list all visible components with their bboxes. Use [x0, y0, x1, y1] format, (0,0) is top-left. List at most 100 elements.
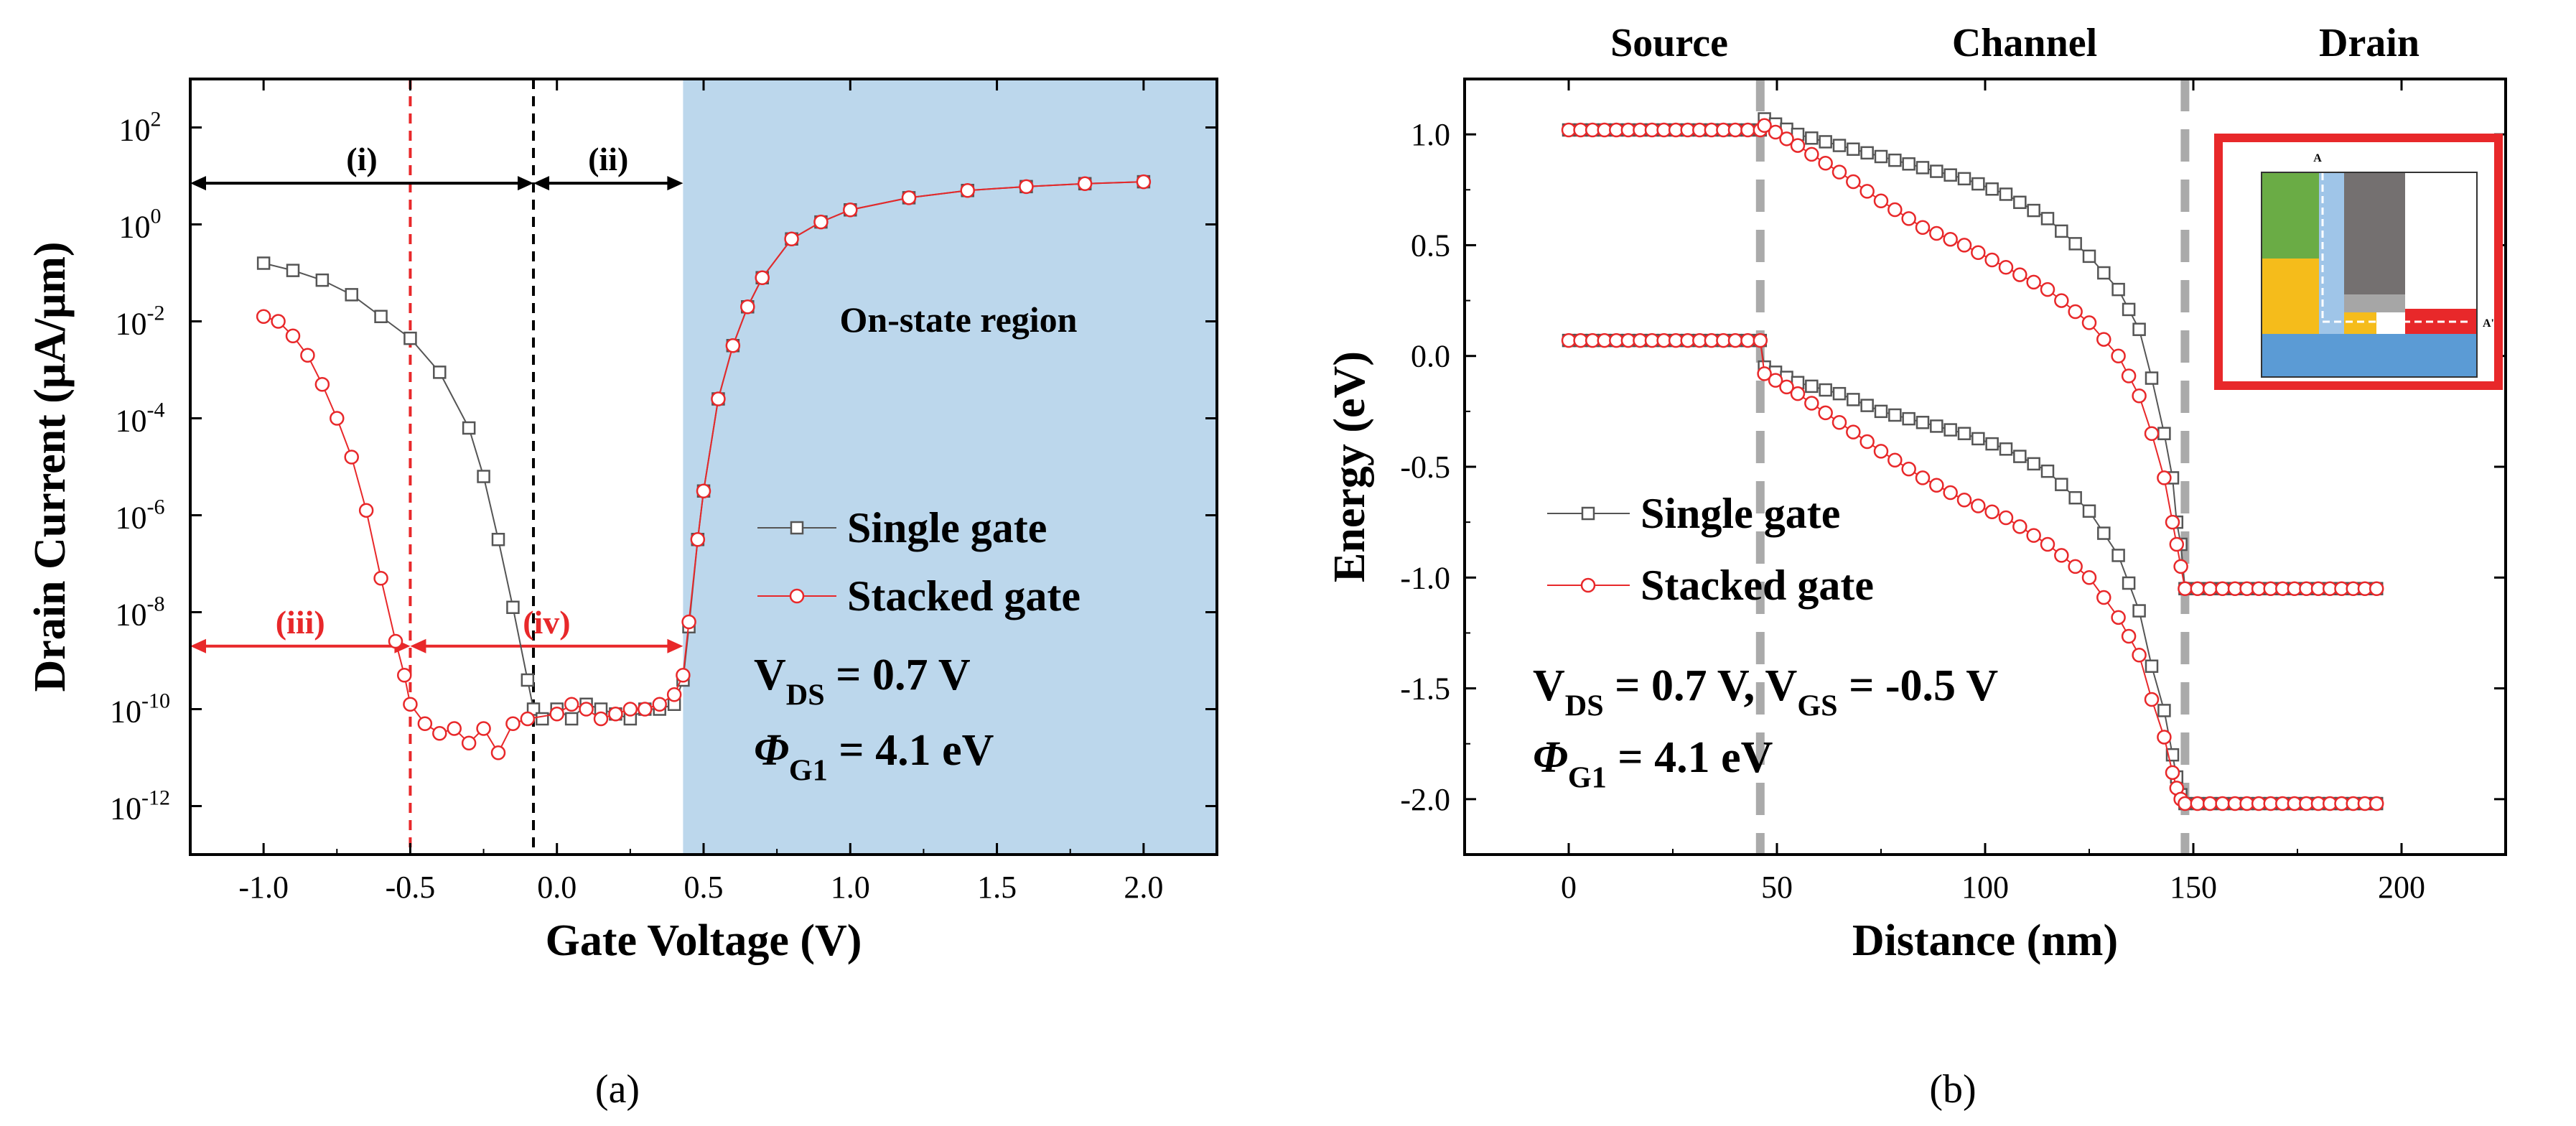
data-point-circle [403, 697, 418, 712]
caption-b: (b) [1929, 1067, 1976, 1112]
x-tick-label: 50 [1761, 870, 1793, 905]
data-point-circle [1692, 332, 1707, 348]
inset-label-a-prime: A' [2483, 317, 2494, 330]
data-point-circle [1757, 118, 1772, 134]
data-point-square [374, 310, 388, 323]
data-point-circle [344, 450, 359, 465]
data-point-square [2082, 504, 2096, 518]
data-point-circle [1656, 332, 1671, 348]
data-point-circle [1727, 332, 1743, 348]
data-point-square [2097, 526, 2111, 540]
data-point-circle [1915, 470, 1931, 485]
data-point-square [1957, 427, 1971, 440]
data-point-circle [1680, 122, 1695, 138]
legend-marker [790, 521, 804, 535]
region-label-source: Source [1610, 21, 1728, 65]
arrow-iii-head-left [190, 638, 206, 653]
data-point-circle [2251, 581, 2267, 596]
data-point-square [2122, 576, 2136, 590]
data-point-circle [579, 702, 594, 717]
data-point-circle [2263, 796, 2278, 811]
data-point-square [1930, 164, 1943, 178]
inset-gate-region [2344, 172, 2405, 294]
data-point-circle [1633, 332, 1648, 348]
legend-marker [1581, 506, 1595, 521]
data-point-circle [2165, 765, 2180, 781]
data-point-circle [1887, 452, 1903, 467]
data-point-circle [1768, 373, 1783, 388]
data-point-circle [1704, 122, 1719, 138]
data-point-circle [1846, 174, 1861, 190]
data-point-circle [1740, 122, 1755, 138]
data-point-circle [1818, 156, 1833, 171]
data-point-square [1888, 153, 1902, 167]
data-point-square [403, 331, 417, 345]
data-point-square [1985, 182, 1999, 196]
data-point-circle [1716, 122, 1731, 138]
data-point-square [564, 712, 579, 726]
data-point-circle [2287, 581, 2302, 596]
data-point-square [2013, 195, 2027, 210]
y-tick-label: 10-4 [116, 399, 165, 439]
data-point-circle [2068, 304, 2083, 320]
data-point-circle [1609, 122, 1624, 138]
data-point-circle [2054, 293, 2069, 308]
data-point-circle [2190, 796, 2206, 811]
data-point-circle [2299, 581, 2314, 596]
data-point-circle [740, 299, 755, 315]
data-point-square [2055, 478, 2068, 491]
data-point-circle [676, 668, 691, 683]
data-point-circle [1956, 493, 1972, 508]
data-point-square [2145, 371, 2159, 385]
data-point-circle [1984, 504, 1999, 519]
inset-device-diagram: A A' [2214, 134, 2503, 390]
data-point-circle [2165, 514, 2180, 530]
data-point-square [2027, 457, 2040, 471]
inset-label-a: A [2313, 152, 2322, 164]
data-point-circle [2026, 528, 2041, 543]
y-tick-label: 10-8 [116, 592, 165, 633]
data-point-square [1943, 423, 1957, 437]
data-point-circle [314, 377, 330, 392]
region-label-channel: Channel [1952, 21, 2097, 65]
data-point-circle [1846, 424, 1861, 439]
data-point-circle [1704, 332, 1719, 348]
y-tick-label: 10-12 [110, 786, 170, 827]
data-point-circle [608, 707, 623, 722]
data-point-circle [1956, 238, 1972, 253]
data-point-square [315, 273, 330, 287]
inset-green-region [2262, 172, 2319, 259]
data-point-square [1805, 131, 1819, 145]
data-point-square [462, 421, 476, 435]
data-point-circle [2369, 581, 2384, 596]
y-tick-label: 0.0 [1411, 339, 1450, 374]
data-point-circle [638, 702, 653, 717]
data-point-circle [1915, 220, 1931, 235]
y-axis-label: Drain Current (μA/μm) [26, 241, 75, 692]
data-point-circle [2068, 559, 2083, 574]
data-point-square [1847, 393, 1860, 406]
x-tick-label: 0 [1561, 870, 1577, 905]
x-tick-label: 1.5 [977, 870, 1017, 905]
y-tick-label: -1.5 [1400, 671, 1450, 707]
data-point-circle [1804, 396, 1819, 411]
data-point-circle [1901, 211, 1916, 226]
inset-oxide-region [2344, 294, 2405, 312]
vds-annotation: VDS = 0.7 V [754, 651, 971, 712]
y-tick-label: 102 [119, 108, 162, 148]
data-point-circle [652, 697, 667, 712]
vds-vgs-annotation: VDS = 0.7 V, VGS = -0.5 V [1533, 661, 1998, 723]
arrow-ii-label: (ii) [588, 141, 628, 177]
x-axis-label: Gate Voltage (V) [546, 916, 862, 965]
data-point-circle [1901, 461, 1916, 477]
x-tick-label: 2.0 [1124, 870, 1163, 905]
inset-blue-region [2262, 334, 2477, 377]
data-point-circle [1561, 332, 1577, 348]
data-point-circle [1831, 415, 1847, 430]
data-point-circle [2215, 796, 2230, 811]
data-point-square [1930, 419, 1943, 433]
data-point-circle [1633, 122, 1648, 138]
legend-label: Stacked gate [1641, 562, 1874, 609]
data-point-circle [1859, 184, 1875, 199]
y-tick-label: 0.5 [1411, 228, 1450, 263]
